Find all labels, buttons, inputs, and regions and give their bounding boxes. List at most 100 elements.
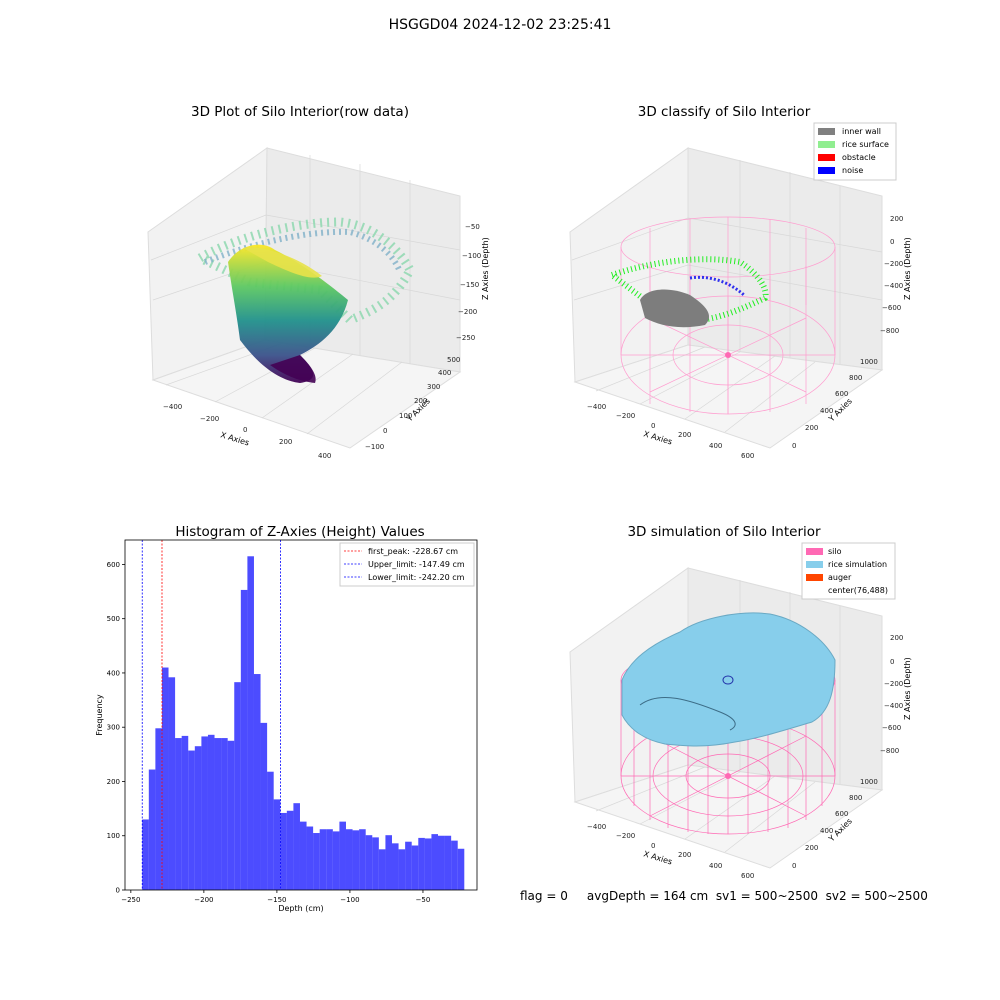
simulation-rice-surface bbox=[621, 612, 836, 747]
simulation-ztick: 0 bbox=[890, 658, 894, 666]
histogram-bar bbox=[175, 738, 182, 890]
legend-label: rice simulation bbox=[828, 560, 887, 569]
histogram-bar bbox=[267, 771, 274, 890]
histogram-ytick-label: 400 bbox=[107, 669, 120, 677]
classify-xlabel: X Axies bbox=[642, 429, 673, 446]
classify-center-marker bbox=[725, 352, 731, 358]
classify-xtick: 0 bbox=[651, 422, 655, 430]
simulation-xtick: −400 bbox=[587, 823, 606, 831]
histogram-bar bbox=[385, 835, 392, 890]
simulation-ytick: 600 bbox=[835, 810, 848, 818]
histogram-bar bbox=[155, 728, 162, 890]
histogram-bar bbox=[411, 845, 419, 890]
histogram-ytick-label: 100 bbox=[107, 832, 120, 840]
classify-zlabel: Z Axies (Depth) bbox=[903, 237, 912, 300]
legend-label: Upper_limit: -147.49 cm bbox=[368, 560, 465, 569]
simulation-zlabel: Z Axies (Depth) bbox=[903, 657, 912, 720]
histogram-reference-lines bbox=[141, 540, 281, 890]
simulation-xtick: 0 bbox=[651, 842, 655, 850]
classify-xtick: −400 bbox=[587, 403, 606, 411]
histogram-bar bbox=[332, 831, 340, 890]
simulation-ytick: 1000 bbox=[860, 778, 878, 786]
histogram-xtick-label: −200 bbox=[194, 896, 213, 904]
legend-swatch-obstacle bbox=[818, 154, 835, 161]
histogram-xtick-label: −250 bbox=[121, 896, 140, 904]
histogram-bar bbox=[431, 834, 439, 890]
simulation-legend: silo rice simulation auger center(76,488… bbox=[801, 542, 896, 600]
raw-ztick: −150 bbox=[460, 281, 479, 289]
classify-left-pane bbox=[569, 147, 689, 383]
legend-swatch-auger bbox=[806, 574, 823, 581]
histogram-bar bbox=[444, 835, 452, 890]
histogram-bar bbox=[221, 738, 228, 890]
histogram-ytick-label: 500 bbox=[107, 615, 120, 623]
histogram-xtick-label: −150 bbox=[267, 896, 286, 904]
raw-3d-plot: −400 −200 0 200 400 −100 0 100 200 300 4… bbox=[147, 147, 490, 460]
legend-swatch-silo bbox=[806, 548, 823, 555]
raw-ztick: −200 bbox=[458, 308, 477, 316]
raw-xtick: 200 bbox=[279, 438, 292, 446]
classify-ytick: 400 bbox=[820, 407, 833, 415]
simulation-xtick: 400 bbox=[709, 862, 722, 870]
legend-label: obstacle bbox=[842, 153, 876, 162]
histogram-bar bbox=[405, 841, 412, 890]
simulation-ytick: 800 bbox=[849, 794, 862, 802]
histogram-legend: first_peak: -228.67 cm Upper_limit: -147… bbox=[339, 542, 475, 587]
histogram-ytick-label: 600 bbox=[107, 561, 120, 569]
histogram-bar bbox=[391, 843, 399, 890]
raw-ytick: 400 bbox=[438, 369, 451, 377]
histogram-legend-box bbox=[339, 542, 475, 587]
classify-xtick: 400 bbox=[709, 442, 722, 450]
classify-xtick: −200 bbox=[616, 412, 635, 420]
raw-ztick: −100 bbox=[462, 252, 481, 260]
legend-label: rice surface bbox=[842, 140, 889, 149]
legend-label: inner wall bbox=[842, 127, 881, 136]
histogram-bar bbox=[194, 746, 202, 890]
legend-swatch-rice-simulation bbox=[806, 561, 823, 568]
classify-inner-wall bbox=[640, 289, 710, 328]
histogram-xticks: −250 −200 −150 −100 −50 bbox=[121, 890, 430, 904]
histogram-bar bbox=[293, 803, 300, 890]
raw-xtick: −400 bbox=[163, 403, 182, 411]
histogram-bar bbox=[398, 849, 406, 890]
histogram-xtick-label: −100 bbox=[340, 896, 359, 904]
histogram-bar bbox=[438, 835, 445, 890]
raw-axis-ticks: −400 −200 0 200 400 −100 0 100 200 300 4… bbox=[163, 223, 481, 460]
histogram-bar bbox=[260, 722, 268, 890]
figure-title: HSGGD04 2024-12-02 23:25:41 bbox=[388, 17, 612, 33]
raw-ztick: −50 bbox=[465, 223, 480, 231]
histogram-bar bbox=[352, 830, 360, 890]
raw-ztick: −250 bbox=[456, 334, 475, 342]
classify-ytick: 0 bbox=[792, 442, 796, 450]
histogram-bar bbox=[359, 829, 366, 890]
simulation-ytick: 400 bbox=[820, 827, 833, 835]
simulation-ztick: 200 bbox=[890, 634, 903, 642]
histogram-bar bbox=[247, 556, 254, 890]
simulation-axis-ticks: −400 −200 0 200 400 600 0 200 400 600 80… bbox=[587, 634, 903, 880]
classify-grid bbox=[571, 160, 883, 433]
histogram-ytick-label: 0 bbox=[116, 887, 120, 895]
simulation-ztick: −800 bbox=[880, 747, 899, 755]
classify-ztick: −400 bbox=[884, 282, 903, 290]
histogram-bar bbox=[313, 833, 320, 890]
raw-floor-pane bbox=[151, 339, 462, 449]
histogram-bar bbox=[345, 829, 353, 890]
histogram-bar bbox=[188, 750, 195, 890]
classify-ytick: 800 bbox=[849, 374, 862, 382]
simulation-3d-plot: silo rice simulation auger center(76,488… bbox=[569, 542, 912, 880]
raw-point-cloud bbox=[190, 217, 416, 383]
legend-label: center(76,488) bbox=[828, 586, 888, 595]
raw-ytick: 300 bbox=[427, 383, 440, 391]
classify-ztick: 200 bbox=[890, 215, 903, 223]
raw-plot-title: 3D Plot of Silo Interior(row data) bbox=[191, 104, 409, 120]
histogram-bar bbox=[306, 826, 314, 890]
histogram-bar bbox=[207, 734, 215, 890]
classify-3d-plot: inner wall rice surface obstacle noise −… bbox=[569, 122, 912, 460]
simulation-ztick: −600 bbox=[882, 724, 901, 732]
simulation-ytick: 0 bbox=[792, 862, 796, 870]
simulation-ytick: 200 bbox=[805, 844, 818, 852]
histogram-bar bbox=[227, 740, 235, 890]
histogram-ytick-label: 300 bbox=[107, 724, 120, 732]
classify-axis-ticks: −400 −200 0 200 400 600 0 200 400 600 80… bbox=[587, 215, 903, 460]
